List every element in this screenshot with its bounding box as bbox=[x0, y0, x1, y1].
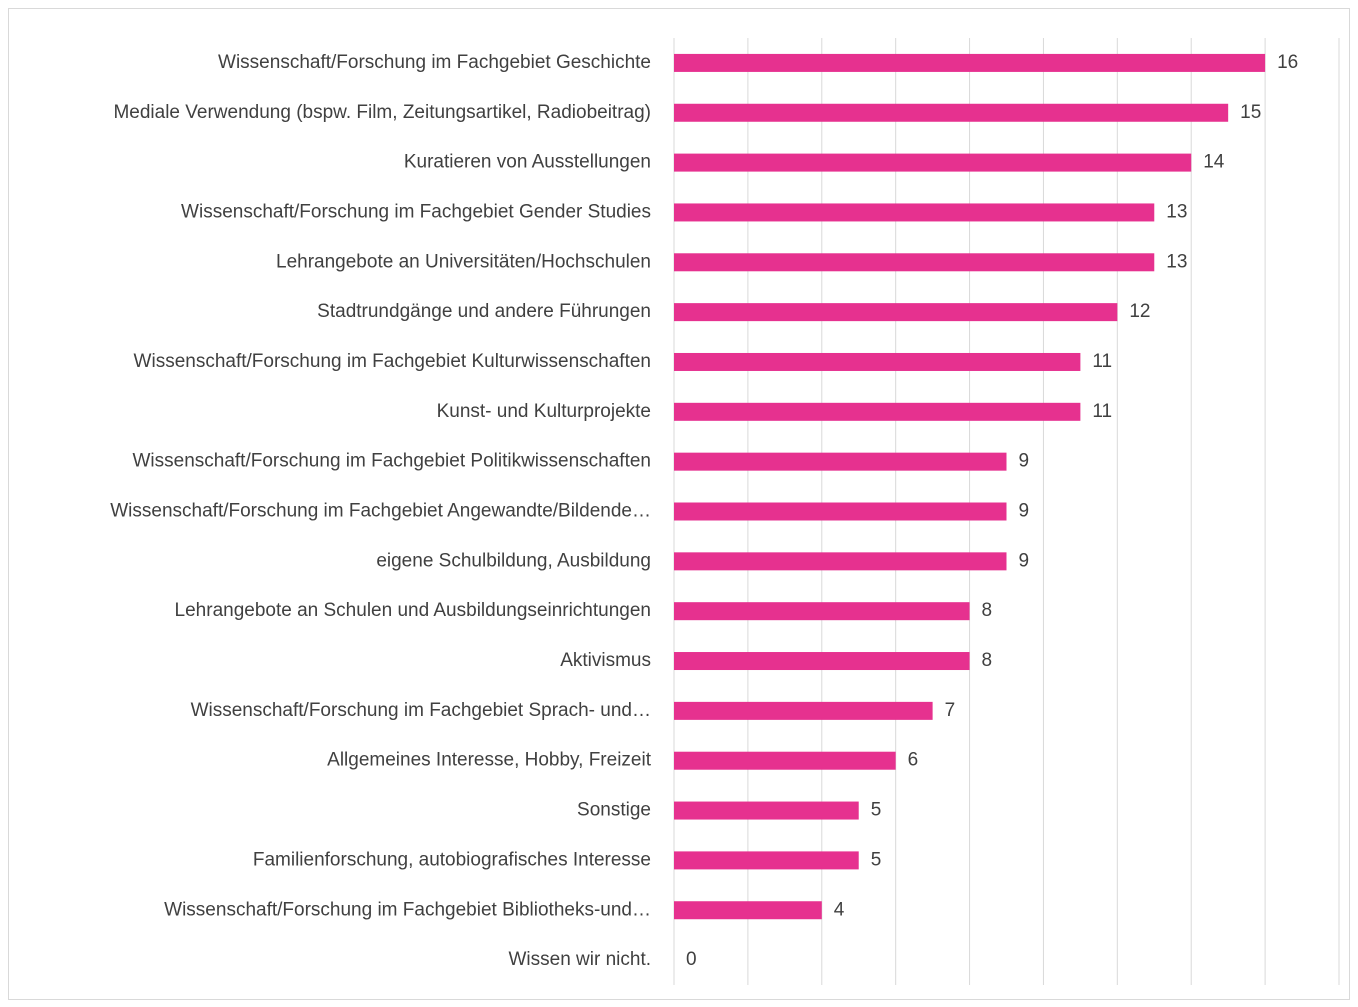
bar bbox=[674, 303, 1118, 322]
bar bbox=[674, 253, 1155, 272]
y-tick-label: Wissenschaft/Forschung im Fachgebiet Bib… bbox=[164, 899, 651, 920]
y-tick-label: Familienforschung, autobiografisches Int… bbox=[253, 849, 651, 870]
y-tick-label: Aktivismus bbox=[560, 650, 651, 671]
bar bbox=[674, 652, 970, 671]
data-label: 13 bbox=[1166, 251, 1187, 272]
bar bbox=[674, 103, 1229, 122]
y-tick-label: Wissenschaft/Forschung im Fachgebiet Kul… bbox=[134, 351, 651, 372]
data-label: 8 bbox=[982, 600, 993, 621]
data-label: 16 bbox=[1277, 52, 1298, 73]
y-tick-label: Wissenschaft/Forschung im Fachgebiet Ang… bbox=[110, 501, 651, 522]
y-tick-label: Sonstige bbox=[577, 800, 651, 821]
y-tick-label: Stadtrundgänge und andere Führungen bbox=[317, 301, 651, 322]
data-label: 5 bbox=[871, 800, 882, 821]
y-tick-label: Kuratieren von Ausstellungen bbox=[404, 152, 651, 173]
y-tick-label: Wissenschaft/Forschung im Fachgebiet Spr… bbox=[191, 700, 651, 721]
bar bbox=[674, 851, 859, 870]
bar bbox=[674, 901, 822, 920]
data-label: 5 bbox=[871, 849, 882, 870]
data-label: 14 bbox=[1203, 152, 1225, 173]
y-tick-label: Lehrangebote an Universitäten/Hochschule… bbox=[276, 251, 651, 272]
data-label: 4 bbox=[834, 899, 845, 920]
data-label: 0 bbox=[686, 949, 697, 970]
y-tick-label: Wissenschaft/Forschung im Fachgebiet Pol… bbox=[132, 451, 651, 472]
data-label: 6 bbox=[908, 750, 919, 771]
bar bbox=[674, 701, 933, 720]
data-label: 12 bbox=[1129, 301, 1150, 322]
data-label: 9 bbox=[1019, 501, 1030, 522]
y-tick-label: Wissenschaft/Forschung im Fachgebiet Ges… bbox=[218, 52, 651, 73]
data-label: 9 bbox=[1019, 550, 1030, 571]
bar bbox=[674, 53, 1266, 72]
bar bbox=[674, 203, 1155, 222]
bar bbox=[674, 751, 896, 770]
data-label: 15 bbox=[1240, 102, 1261, 123]
data-label: 8 bbox=[982, 650, 993, 671]
y-tick-label: eigene Schulbildung, Ausbildung bbox=[376, 550, 651, 571]
bar bbox=[674, 352, 1081, 371]
y-tick-label: Kunst- und Kulturprojekte bbox=[437, 401, 651, 422]
data-label: 7 bbox=[945, 700, 956, 721]
bar bbox=[674, 801, 859, 820]
bar bbox=[674, 452, 1007, 471]
y-tick-label: Mediale Verwendung (bspw. Film, Zeitungs… bbox=[113, 102, 651, 123]
bar bbox=[674, 153, 1192, 172]
y-tick-label: Lehrangebote an Schulen und Ausbildungse… bbox=[175, 600, 651, 621]
bar bbox=[674, 402, 1081, 421]
y-tick-label: Wissen wir nicht. bbox=[508, 949, 651, 970]
data-label: 9 bbox=[1019, 451, 1030, 472]
bar bbox=[674, 602, 970, 621]
y-tick-label: Allgemeines Interesse, Hobby, Freizeit bbox=[327, 750, 652, 771]
data-label: 13 bbox=[1166, 201, 1187, 222]
bar bbox=[674, 552, 1007, 571]
y-tick-label: Wissenschaft/Forschung im Fachgebiet Gen… bbox=[181, 201, 651, 222]
data-label: 11 bbox=[1092, 401, 1112, 422]
data-label: 11 bbox=[1092, 351, 1112, 372]
bar bbox=[674, 502, 1007, 521]
